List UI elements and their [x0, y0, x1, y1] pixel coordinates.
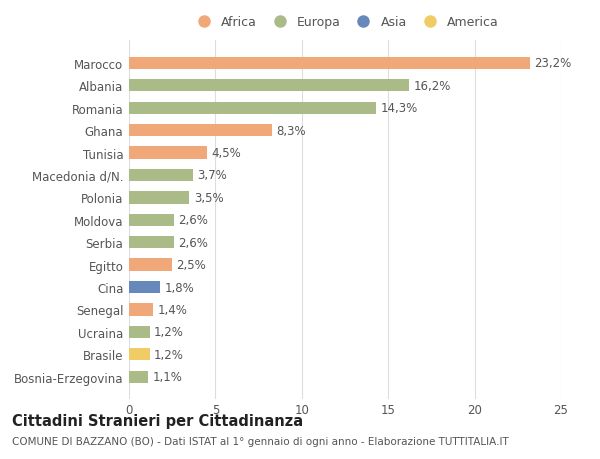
- Bar: [129, 57, 530, 70]
- Text: 3,5%: 3,5%: [194, 191, 223, 204]
- Text: 1,4%: 1,4%: [158, 303, 187, 316]
- Bar: [129, 214, 174, 226]
- Bar: [129, 236, 174, 249]
- Text: 2,6%: 2,6%: [178, 214, 208, 227]
- Text: 1,8%: 1,8%: [164, 281, 194, 294]
- Bar: [129, 125, 272, 137]
- Text: 3,7%: 3,7%: [197, 169, 227, 182]
- Text: 4,5%: 4,5%: [211, 147, 241, 160]
- Text: 1,1%: 1,1%: [152, 370, 182, 383]
- Text: Cittadini Stranieri per Cittadinanza: Cittadini Stranieri per Cittadinanza: [12, 413, 303, 428]
- Bar: [129, 326, 150, 338]
- Bar: [129, 259, 172, 271]
- Bar: [129, 80, 409, 92]
- Text: 2,6%: 2,6%: [178, 236, 208, 249]
- Bar: [129, 348, 150, 361]
- Legend: Africa, Europa, Asia, America: Africa, Europa, Asia, America: [188, 13, 502, 32]
- Bar: [129, 304, 153, 316]
- Text: 2,5%: 2,5%: [176, 258, 206, 272]
- Text: 14,3%: 14,3%: [380, 102, 418, 115]
- Text: 1,2%: 1,2%: [154, 326, 184, 339]
- Text: 16,2%: 16,2%: [413, 79, 451, 93]
- Text: COMUNE DI BAZZANO (BO) - Dati ISTAT al 1° gennaio di ogni anno - Elaborazione TU: COMUNE DI BAZZANO (BO) - Dati ISTAT al 1…: [12, 436, 509, 446]
- Text: 23,2%: 23,2%: [534, 57, 571, 70]
- Bar: [129, 147, 207, 159]
- Bar: [129, 169, 193, 182]
- Bar: [129, 192, 190, 204]
- Text: 1,2%: 1,2%: [154, 348, 184, 361]
- Bar: [129, 371, 148, 383]
- Bar: [129, 102, 376, 115]
- Bar: [129, 281, 160, 294]
- Text: 8,3%: 8,3%: [277, 124, 307, 137]
